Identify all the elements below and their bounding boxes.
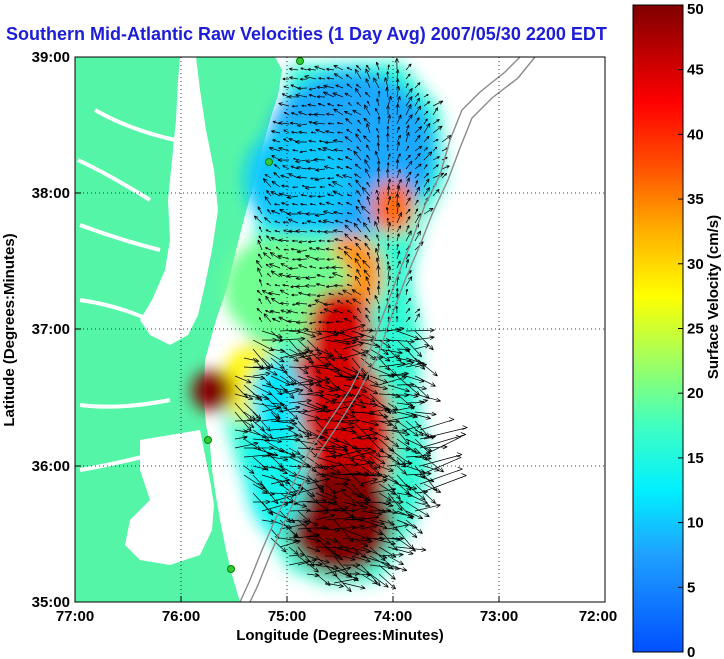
y-tick-label: 38:00 (32, 185, 70, 202)
inlet-water (79, 398, 171, 472)
vector-arrow-set (234, 58, 468, 593)
radar-station (296, 57, 304, 65)
velocity-blob (244, 125, 351, 235)
x-tick-label: 72:00 (579, 608, 617, 625)
velocity-blob (287, 465, 393, 575)
y-axis-label: Latitude (Degrees:Minutes) (1, 233, 18, 426)
x-tick-label: 76:00 (162, 608, 200, 625)
velocity-blob (191, 370, 234, 412)
x-tick-label: 73:00 (480, 608, 518, 625)
bay-water (140, 57, 218, 345)
radar-station (227, 565, 235, 573)
y-tick-label: 39:00 (32, 49, 70, 66)
radar-station (204, 436, 212, 444)
x-axis-label: Longitude (Degrees:Minutes) (236, 627, 444, 644)
depth-contour (249, 57, 536, 602)
x-tick-label: 74:00 (374, 608, 412, 625)
y-tick-label: 35:00 (32, 594, 70, 611)
y-tick-label: 36:00 (32, 458, 70, 475)
x-tick-label: 77:00 (56, 608, 94, 625)
x-tick-label: 75:00 (268, 608, 306, 625)
sound-water (125, 430, 214, 565)
grid (75, 57, 605, 602)
river-water (77, 108, 176, 320)
velocity-vectors (234, 58, 468, 593)
radar-station (265, 158, 273, 166)
depth-contour (239, 57, 521, 602)
map-title: Southern Mid-Atlantic Raw Velocities (1 … (6, 24, 607, 44)
y-tick-label: 37:00 (32, 321, 70, 338)
